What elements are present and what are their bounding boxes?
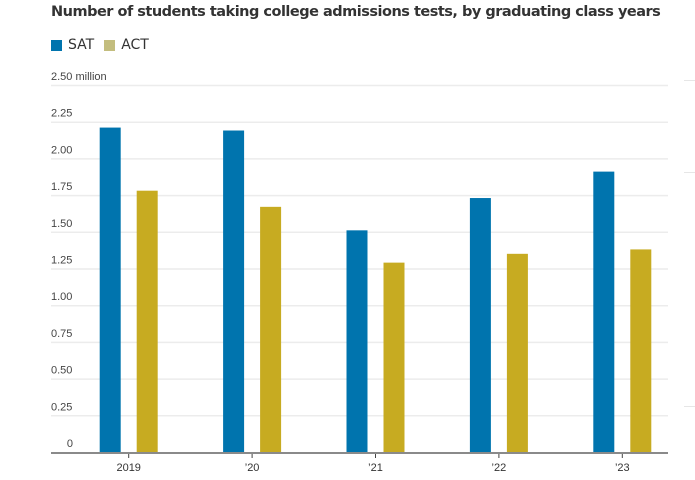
legend-item-sat: SAT [51,37,94,53]
y-tick-label: 2.50 million [51,71,107,83]
edge-divider [684,172,695,173]
bar-act [506,253,528,452]
x-tick-label: ’21 [368,462,383,474]
x-tick-label: ’23 [615,462,630,474]
legend-item-act: ACT [104,37,149,53]
chart-title: Number of students taking college admiss… [51,4,661,20]
bar-act [383,262,405,452]
bar-act [260,206,282,452]
y-tick-label: 0.75 [51,328,72,340]
y-tick-label: 1.75 [51,181,72,193]
y-tick-label: 1.00 [51,291,72,303]
y-tick-label: 0.25 [51,401,72,413]
bar-sat [593,171,615,452]
legend-swatch-act [104,39,116,51]
legend: SAT ACT [51,37,159,53]
legend-label-act: ACT [121,37,149,53]
y-tick-label: 0 [67,438,73,450]
bar-sat [346,230,368,452]
x-tick-label: ’20 [245,462,260,474]
bar-sat [99,127,121,453]
y-tick-label: 1.50 [51,218,72,230]
bar-sat [223,130,245,452]
x-tick-label: ’22 [492,462,507,474]
edge-divider [684,80,695,81]
x-tick-label: 2019 [116,462,140,474]
bar-sat [469,198,491,452]
legend-swatch-sat [51,39,62,51]
y-tick-label: 0.50 [51,365,72,377]
edge-divider [684,406,695,407]
bar-act [136,190,158,453]
y-tick-label: 2.00 [51,144,72,156]
y-tick-label: 2.25 [51,108,72,120]
y-tick-label: 1.25 [51,255,72,267]
legend-label-sat: SAT [68,37,95,53]
bar-act [630,249,652,452]
